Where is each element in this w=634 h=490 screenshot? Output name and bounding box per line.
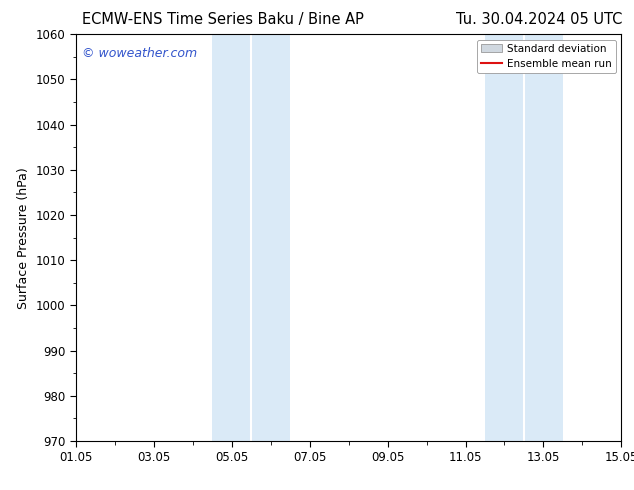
Bar: [485, 34, 524, 441]
Bar: [251, 34, 290, 441]
Y-axis label: Surface Pressure (hPa): Surface Pressure (hPa): [17, 167, 30, 309]
Text: Tu. 30.04.2024 05 UTC: Tu. 30.04.2024 05 UTC: [456, 12, 623, 27]
Bar: [524, 34, 563, 441]
Text: ECMW-ENS Time Series Baku / Bine AP: ECMW-ENS Time Series Baku / Bine AP: [82, 12, 365, 27]
Bar: [212, 34, 251, 441]
Legend: Standard deviation, Ensemble mean run: Standard deviation, Ensemble mean run: [477, 40, 616, 73]
Text: © woweather.com: © woweather.com: [82, 47, 197, 59]
